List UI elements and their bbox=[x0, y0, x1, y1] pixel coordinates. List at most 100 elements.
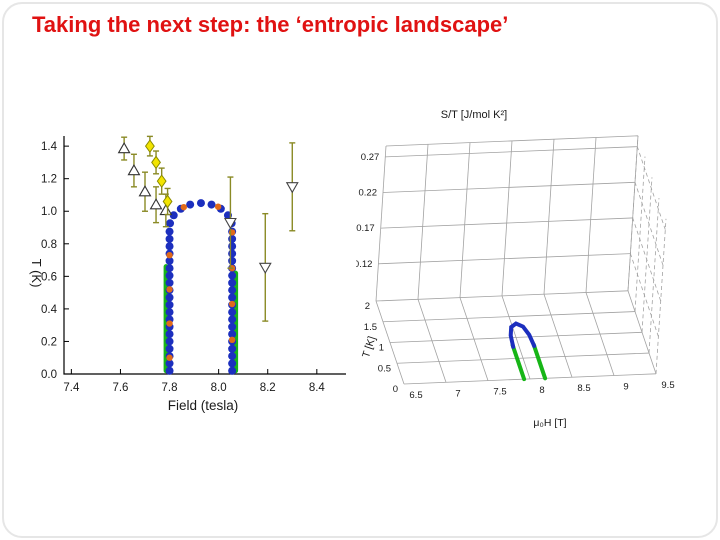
grid-line bbox=[385, 146, 638, 158]
h-tick-label: 8.5 bbox=[577, 383, 590, 394]
x-tick-label: 8.0 bbox=[211, 382, 227, 394]
data-point bbox=[165, 344, 174, 353]
y-tick-label: 0.4 bbox=[41, 304, 58, 316]
back-wall-grid bbox=[375, 135, 639, 302]
data-point bbox=[165, 256, 174, 265]
grid-line bbox=[636, 146, 666, 230]
grid-line bbox=[380, 217, 633, 229]
z-tick-label: 0.27 bbox=[361, 152, 380, 163]
grid-line bbox=[382, 181, 636, 193]
data-point bbox=[180, 203, 187, 211]
x-tick-label: 7.4 bbox=[63, 382, 80, 394]
data-point bbox=[166, 286, 173, 293]
data-point bbox=[228, 352, 237, 361]
grid-line bbox=[648, 198, 660, 354]
h-tick-label: 9 bbox=[623, 382, 628, 393]
data-point bbox=[144, 139, 155, 153]
slide-title: Taking the next step: the ‘entropic land… bbox=[32, 12, 509, 37]
grid-line bbox=[396, 352, 650, 364]
grid-line bbox=[634, 156, 646, 312]
data-point bbox=[162, 194, 173, 209]
right-wall-grid bbox=[627, 135, 667, 374]
grid-line bbox=[375, 145, 387, 302]
y-tick-label: 1.2 bbox=[41, 174, 57, 186]
data-point bbox=[165, 337, 174, 346]
left-transition-curve bbox=[510, 343, 527, 382]
entropic-landscape-chart: S/T [J/mol K²] 0.27 0.22 0.17 0.12 2 1.5 1 0.5 0 6… bbox=[354, 96, 711, 446]
dome-arc-curve bbox=[508, 321, 537, 349]
t-axis-label: T [K] bbox=[360, 335, 378, 360]
grid-line bbox=[585, 137, 597, 293]
h-tick-label: 8 bbox=[539, 385, 544, 396]
inner-data-points bbox=[166, 203, 236, 361]
t-tick-label: 1 bbox=[379, 343, 384, 354]
x-tick-label: 7.8 bbox=[162, 382, 178, 394]
data-point bbox=[165, 234, 174, 243]
h-tick-label: 7.5 bbox=[493, 387, 506, 398]
grid-line bbox=[459, 142, 471, 298]
data-point bbox=[214, 203, 222, 210]
grid-line bbox=[417, 144, 429, 300]
grid-line bbox=[634, 182, 664, 266]
data-point bbox=[165, 366, 174, 375]
data-point bbox=[165, 242, 174, 251]
x-axis-label: Field (tesla) bbox=[168, 398, 239, 413]
z-tick-label: 0.12 bbox=[356, 259, 372, 270]
data-point bbox=[228, 271, 237, 280]
x-tick-label: 7.6 bbox=[112, 382, 128, 394]
x-tick-label: 8.4 bbox=[309, 382, 326, 394]
data-point bbox=[166, 251, 173, 259]
data-point bbox=[166, 320, 173, 327]
data-point bbox=[165, 227, 174, 236]
data-point bbox=[228, 286, 237, 295]
data-point bbox=[159, 203, 173, 216]
grid-line bbox=[627, 135, 639, 291]
phase-boundary-dome bbox=[165, 199, 237, 375]
data-point bbox=[151, 155, 161, 170]
grid-line bbox=[632, 217, 662, 302]
t-tick-label: 0.5 bbox=[378, 363, 391, 374]
phase-diagram-chart: 7.4 7.6 7.8 8.0 8.2 8.4 0.0 0.2 0.4 0.6 0.8 1.0 1.2 1… bbox=[16, 124, 361, 424]
data-point bbox=[228, 366, 237, 375]
grid-line bbox=[389, 331, 643, 343]
right-transition-curve bbox=[531, 342, 548, 381]
z-tick-label: 0.22 bbox=[359, 188, 378, 199]
data-point bbox=[228, 300, 236, 308]
t-tick-label: 2 bbox=[365, 301, 370, 312]
h-tick-label: 9.5 bbox=[661, 380, 674, 391]
data-point bbox=[165, 330, 174, 339]
data-point bbox=[165, 300, 174, 309]
data-point bbox=[228, 315, 237, 324]
data-point bbox=[228, 293, 237, 302]
data-point bbox=[228, 344, 237, 353]
data-point bbox=[228, 330, 237, 339]
floor-grid bbox=[375, 290, 657, 385]
y-tick-label: 0.8 bbox=[41, 239, 57, 251]
data-point bbox=[228, 308, 237, 317]
data-point bbox=[127, 163, 141, 176]
data-point bbox=[165, 359, 174, 368]
h-tick-label: 7 bbox=[455, 388, 460, 399]
grid-line bbox=[641, 177, 653, 333]
data-point bbox=[228, 234, 237, 243]
data-point bbox=[228, 278, 237, 287]
z-axis-title: S/T [J/mol K²] bbox=[441, 109, 507, 121]
t-tick-label: 1.5 bbox=[364, 322, 377, 333]
open-down-triangles bbox=[223, 142, 299, 322]
grid-line bbox=[630, 253, 659, 337]
3d-chart-svg: S/T [J/mol K²] 0.27 0.22 0.17 0.12 2 1.51 0.506… bbox=[354, 109, 675, 429]
data-point bbox=[166, 354, 173, 361]
data-point bbox=[196, 199, 205, 208]
y-axis-label: T (K) bbox=[29, 259, 44, 288]
data-point bbox=[228, 242, 237, 251]
data-point bbox=[169, 211, 178, 220]
y-tick-label: 0.2 bbox=[41, 336, 57, 348]
data-point bbox=[207, 200, 216, 209]
grid-line bbox=[655, 218, 667, 374]
t-tick-label: 0 bbox=[393, 384, 398, 395]
y-tick-label: 0.6 bbox=[41, 271, 57, 283]
data-point bbox=[166, 219, 175, 228]
h-axis-label: μ₀H [T] bbox=[533, 417, 566, 429]
data-point bbox=[223, 217, 237, 230]
